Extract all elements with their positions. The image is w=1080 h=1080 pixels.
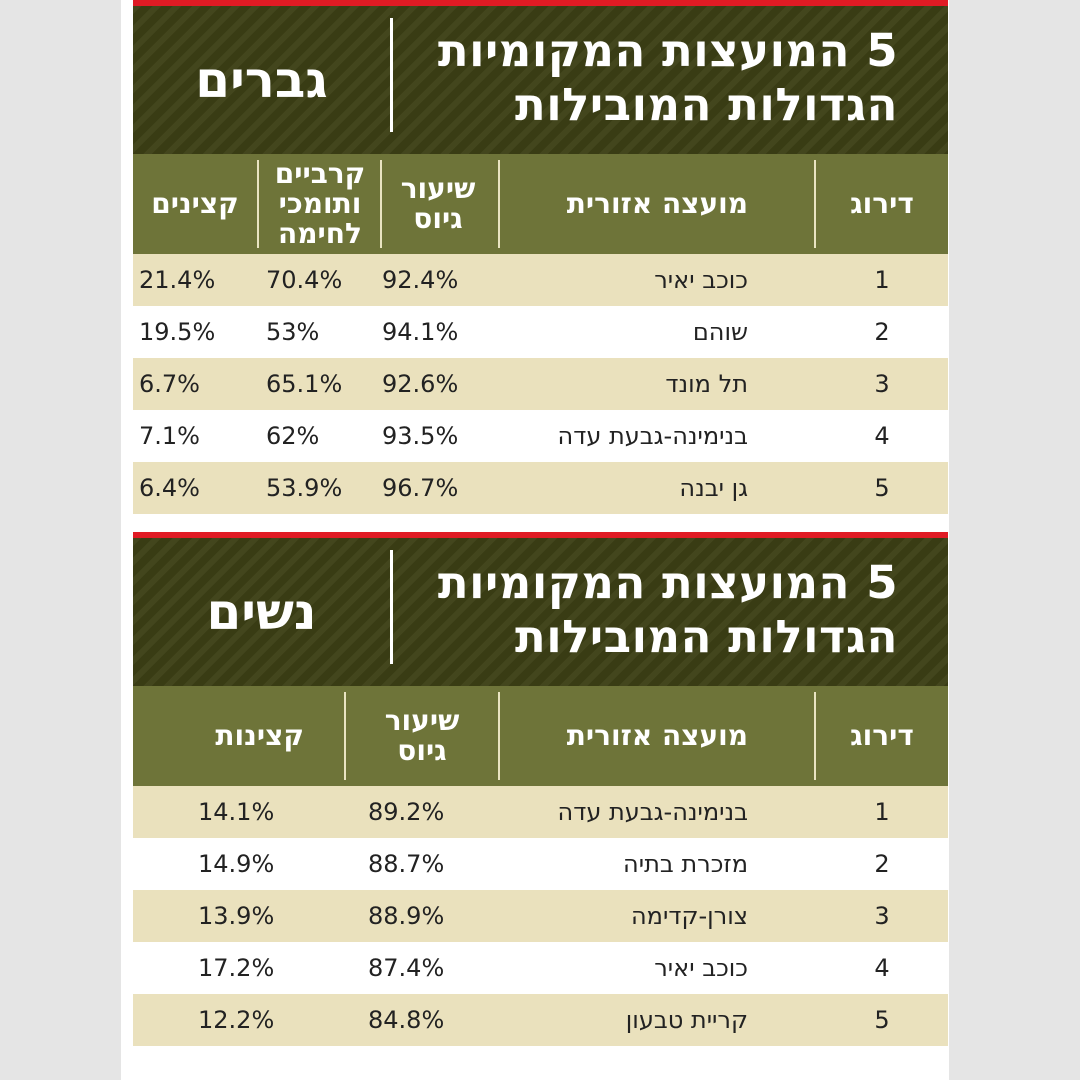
table-row: 1 בנימינה-גבעת עדה 89.2% 14.1%	[133, 786, 948, 838]
rank-cell: 5	[874, 1006, 890, 1034]
officers-cell: 12.2%	[198, 1006, 275, 1034]
draft-rate-cell: 88.9%	[368, 902, 445, 930]
table-row: 3 תל מונד 92.6% 65.1% 6.7%	[133, 358, 948, 410]
header-divider	[814, 692, 816, 780]
table-row: 5 גן יבנה 96.7% 53.9% 6.4%	[133, 462, 948, 514]
officers-cell: 21.4%	[139, 266, 216, 294]
table-row: 2 מזכרת בתיה 88.7% 14.9%	[133, 838, 948, 890]
header-combat: קרביים ותומכי לחימה	[274, 157, 366, 250]
rank-cell: 4	[874, 422, 890, 450]
men-banner: 5 המועצות המקומיות הגדולות המובילות גברי…	[133, 6, 948, 154]
draft-rate-cell: 87.4%	[368, 954, 445, 982]
rank-cell: 2	[874, 850, 890, 878]
council-cell: קריית טבעון	[625, 1006, 748, 1034]
infographic-page: 5 המועצות המקומיות הגדולות המובילות גברי…	[121, 0, 949, 1080]
draft-rate-cell: 88.7%	[368, 850, 445, 878]
men-table-header: דירוג מועצה אזורית שיעור גיוס קרביים ותו…	[133, 154, 948, 254]
header-officers: קצינות	[215, 719, 304, 752]
table-row: 4 כוכב יאיר 87.4% 17.2%	[133, 942, 948, 994]
combat-cell: 62%	[266, 422, 320, 450]
banner-divider	[390, 550, 393, 664]
banner-title: 5 המועצות המקומיות הגדולות המובילות	[438, 24, 898, 132]
draft-rate-cell: 96.7%	[382, 474, 459, 502]
council-cell: שוהם	[692, 318, 748, 346]
header-divider	[380, 160, 382, 248]
rank-cell: 4	[874, 954, 890, 982]
header-officers: קצינים	[151, 187, 239, 220]
draft-rate-cell: 92.6%	[382, 370, 459, 398]
table-row: 5 קריית טבעון 84.8% 12.2%	[133, 994, 948, 1046]
officers-cell: 7.1%	[139, 422, 200, 450]
banner-divider	[390, 18, 393, 132]
header-divider	[498, 160, 500, 248]
officers-cell: 6.7%	[139, 370, 200, 398]
rank-cell: 2	[874, 318, 890, 346]
header-draft-rate: שיעור גיוס	[384, 704, 460, 767]
table-row: 1 כוכב יאיר 92.4% 70.4% 21.4%	[133, 254, 948, 306]
women-table-header: דירוג מועצה אזורית שיעור גיוס קצינות	[133, 686, 948, 786]
officers-cell: 19.5%	[139, 318, 216, 346]
table-row: 4 בנימינה-גבעת עדה 93.5% 62% 7.1%	[133, 410, 948, 462]
combat-cell: 53.9%	[266, 474, 343, 502]
title-line-1: 5 המועצות המקומיות	[437, 556, 898, 609]
header-draft-rate: שיעור גיוס	[400, 172, 476, 235]
combat-cell: 65.1%	[266, 370, 343, 398]
rank-cell: 1	[874, 798, 890, 826]
red-accent-bar	[133, 0, 948, 6]
title-line-2: הגדולות המובילות	[514, 78, 898, 131]
draft-rate-cell: 94.1%	[382, 318, 459, 346]
draft-rate-cell: 93.5%	[382, 422, 459, 450]
banner-title: 5 המועצות המקומיות הגדולות המובילות	[438, 556, 898, 664]
council-cell: מזכרת בתיה	[623, 850, 748, 878]
header-divider	[498, 692, 500, 780]
rank-cell: 3	[874, 902, 890, 930]
officers-cell: 17.2%	[198, 954, 275, 982]
rank-cell: 3	[874, 370, 890, 398]
rank-cell: 1	[874, 266, 890, 294]
draft-rate-cell: 84.8%	[368, 1006, 445, 1034]
header-rank: דירוג	[850, 187, 914, 220]
header-divider	[257, 160, 259, 248]
draft-rate-cell: 89.2%	[368, 798, 445, 826]
combat-cell: 70.4%	[266, 266, 343, 294]
council-cell: כוכב יאיר	[654, 954, 748, 982]
women-table-panel: 5 המועצות המקומיות הגדולות המובילות נשים…	[133, 532, 948, 1046]
officers-cell: 13.9%	[198, 902, 275, 930]
draft-rate-cell: 92.4%	[382, 266, 459, 294]
title-line-2: הגדולות המובילות	[514, 610, 898, 663]
header-council: מועצה אזורית	[566, 719, 748, 752]
header-divider	[344, 692, 346, 780]
title-line-1: 5 המועצות המקומיות	[437, 24, 898, 77]
women-banner: 5 המועצות המקומיות הגדולות המובילות נשים	[133, 538, 948, 686]
gender-label: גברים	[195, 51, 328, 109]
header-rank: דירוג	[850, 719, 914, 752]
council-cell: צורן-קדימה	[631, 902, 748, 930]
red-accent-bar	[133, 532, 948, 538]
header-divider	[814, 160, 816, 248]
rank-cell: 5	[874, 474, 890, 502]
officers-cell: 14.1%	[198, 798, 275, 826]
officers-cell: 14.9%	[198, 850, 275, 878]
council-cell: כוכב יאיר	[654, 266, 748, 294]
table-row: 2 שוהם 94.1% 53% 19.5%	[133, 306, 948, 358]
council-cell: גן יבנה	[679, 474, 748, 502]
combat-cell: 53%	[266, 318, 320, 346]
men-table-panel: 5 המועצות המקומיות הגדולות המובילות גברי…	[133, 0, 948, 514]
officers-cell: 6.4%	[139, 474, 200, 502]
council-cell: בנימינה-גבעת עדה	[557, 798, 748, 826]
women-table-body: 1 בנימינה-גבעת עדה 89.2% 14.1% 2 מזכרת בתיה 88…	[133, 786, 948, 1046]
council-cell: בנימינה-גבעת עדה	[557, 422, 748, 450]
men-table-body: 1 כוכב יאיר 92.4% 70.4% 21.4% 2 שוהם 94.1% 53% 19…	[133, 254, 948, 514]
table-row: 3 צורן-קדימה 88.9% 13.9%	[133, 890, 948, 942]
council-cell: תל מונד	[665, 370, 748, 398]
header-council: מועצה אזורית	[566, 187, 748, 220]
gender-label: נשים	[206, 583, 317, 641]
